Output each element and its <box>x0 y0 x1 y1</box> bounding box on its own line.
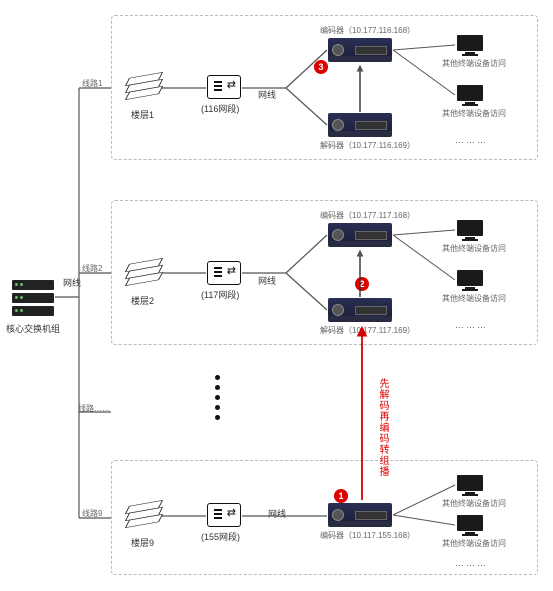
line2-label: 线路2 <box>82 263 102 274</box>
red-note-label: 先解码再编码转组播 <box>375 378 390 477</box>
floor9-monitor2-icon <box>457 515 483 537</box>
net-cable-core-label: 网线 <box>63 278 75 289</box>
floor9-terminal2-label: 其他终端设备访问 <box>442 538 506 549</box>
floor2-seg-label: (117网段) <box>201 288 239 301</box>
floor2-monitor1-icon <box>457 220 483 242</box>
floor1-terminal1-label: 其他终端设备访问 <box>442 58 506 69</box>
floor2-ellipsis: ……… <box>455 320 488 324</box>
line-mid-label: 线路…… <box>78 403 110 414</box>
floor1-ellipsis: ……… <box>455 135 488 139</box>
floor1-label: 楼层1 <box>131 108 154 121</box>
badge-2: 2 <box>355 277 369 291</box>
floor9-icon <box>127 500 161 528</box>
floor9-encoder-icon <box>328 503 392 527</box>
floor9-ellipsis: ……… <box>455 558 488 562</box>
floor2-terminal2-label: 其他终端设备访问 <box>442 293 506 304</box>
floor2-encoder-label: 编码器（10.177.117.168） <box>320 210 415 221</box>
floor2-icon <box>127 258 161 286</box>
line1-label: 线路1 <box>82 78 102 89</box>
floor9-seg-label: (155网段) <box>201 530 240 543</box>
floor9-terminal1-label: 其他终端设备访问 <box>442 498 506 509</box>
floor9-cable-label: 网线 <box>268 507 286 520</box>
floor2-cable-label: 网线 <box>258 274 276 287</box>
core-switch-icon <box>12 280 54 320</box>
floor1-decoder-icon <box>328 113 392 137</box>
floor1-seg-label: (116网段) <box>201 102 239 115</box>
floor1-icon <box>127 72 161 100</box>
floor2-monitor2-icon <box>457 270 483 292</box>
floor2-decoder-label: 解码器（10.177.117.169） <box>320 325 415 336</box>
floor1-terminal2-label: 其他终端设备访问 <box>442 108 506 119</box>
floor9-label: 楼层9 <box>131 536 154 549</box>
floor1-encoder-label: 编码器（10.177.116.168） <box>320 25 415 36</box>
floor2-decoder-icon <box>328 298 392 322</box>
trunk-dots-icon <box>215 370 221 425</box>
badge-3: 3 <box>314 60 328 74</box>
floor1-encoder-icon <box>328 38 392 62</box>
floor2-terminal1-label: 其他终端设备访问 <box>442 243 506 254</box>
floor1-decoder-label: 解码器（10.177.116.169） <box>320 140 415 151</box>
floor1-monitor1-icon <box>457 35 483 57</box>
floor9-switch-icon <box>207 503 241 527</box>
floor9-monitor1-icon <box>457 475 483 497</box>
floor1-cable-label: 网线 <box>258 88 276 101</box>
core-switch-label: 核心交换机组 <box>6 322 60 335</box>
floor2-switch-icon <box>207 261 241 285</box>
line9-label: 线路9 <box>82 508 102 519</box>
floor2-encoder-icon <box>328 223 392 247</box>
floor9-encoder-label: 编码器（10.117.155.168） <box>320 530 415 541</box>
badge-1: 1 <box>334 489 348 503</box>
floor1-monitor2-icon <box>457 85 483 107</box>
floor1-switch-icon <box>207 75 241 99</box>
floor2-label: 楼层2 <box>131 294 154 307</box>
